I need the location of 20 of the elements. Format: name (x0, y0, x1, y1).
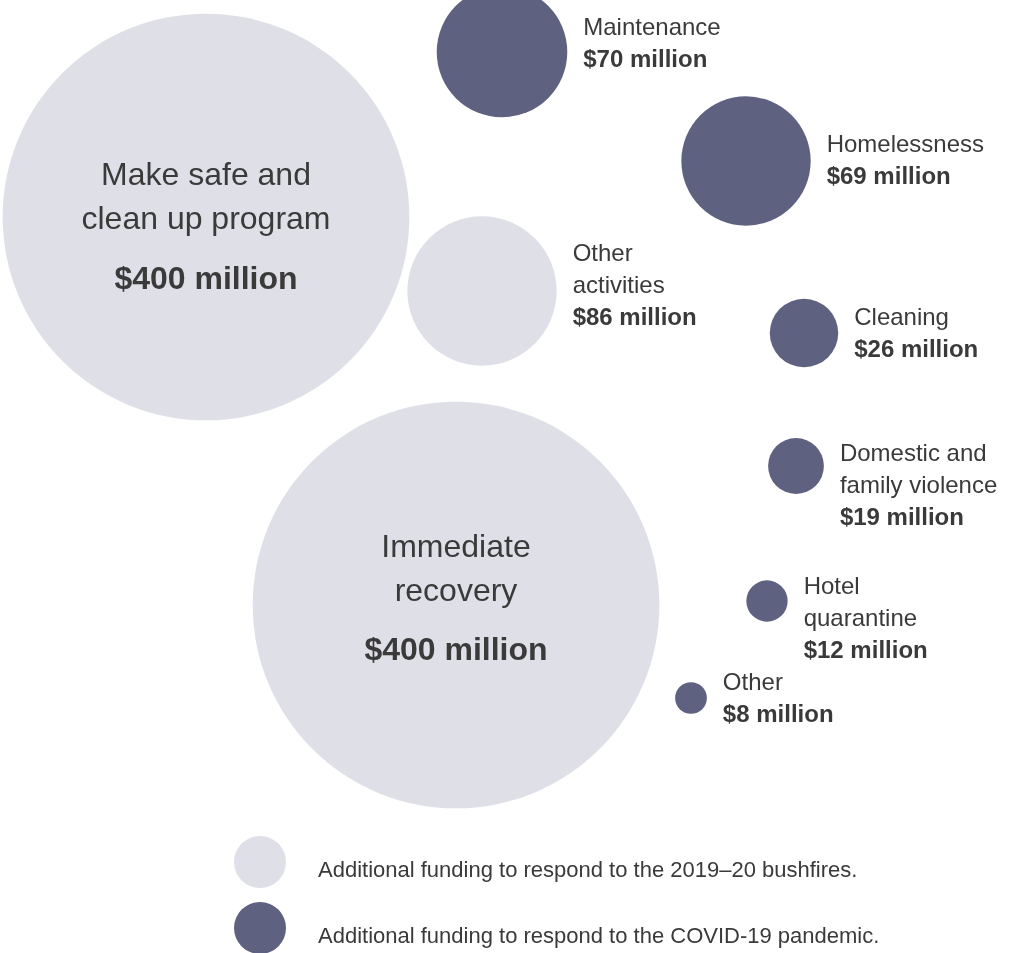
data-label: $12 million (803, 636, 928, 664)
category-label: Domestic and family violence (839, 439, 998, 499)
data-label: $19 million (839, 503, 964, 531)
category-label: Other activities (572, 239, 665, 299)
category-label: Hotel quarantine (803, 572, 918, 632)
category-label: Homelessness (826, 130, 985, 158)
category-label: Other (722, 668, 783, 696)
legend-label: Additional funding to respond to the COVID-19 pandemic. (318, 922, 880, 948)
data-label: $70 million (583, 45, 708, 73)
category-label: Immediate recovery (381, 528, 531, 609)
data-label: $8 million (722, 700, 834, 728)
category-label: Make safe and clean up program (81, 156, 331, 237)
data-label: $400 million (364, 631, 548, 668)
data-label: $86 million (572, 303, 697, 331)
category-label: Maintenance (583, 13, 721, 41)
data-label: $400 million (114, 260, 298, 297)
legend-label: Additional funding to respond to the 2019–20 bushfires. (318, 856, 858, 882)
category-label: Cleaning (854, 303, 949, 331)
data-label: $69 million (826, 162, 951, 190)
data-label: $26 million (854, 335, 979, 363)
